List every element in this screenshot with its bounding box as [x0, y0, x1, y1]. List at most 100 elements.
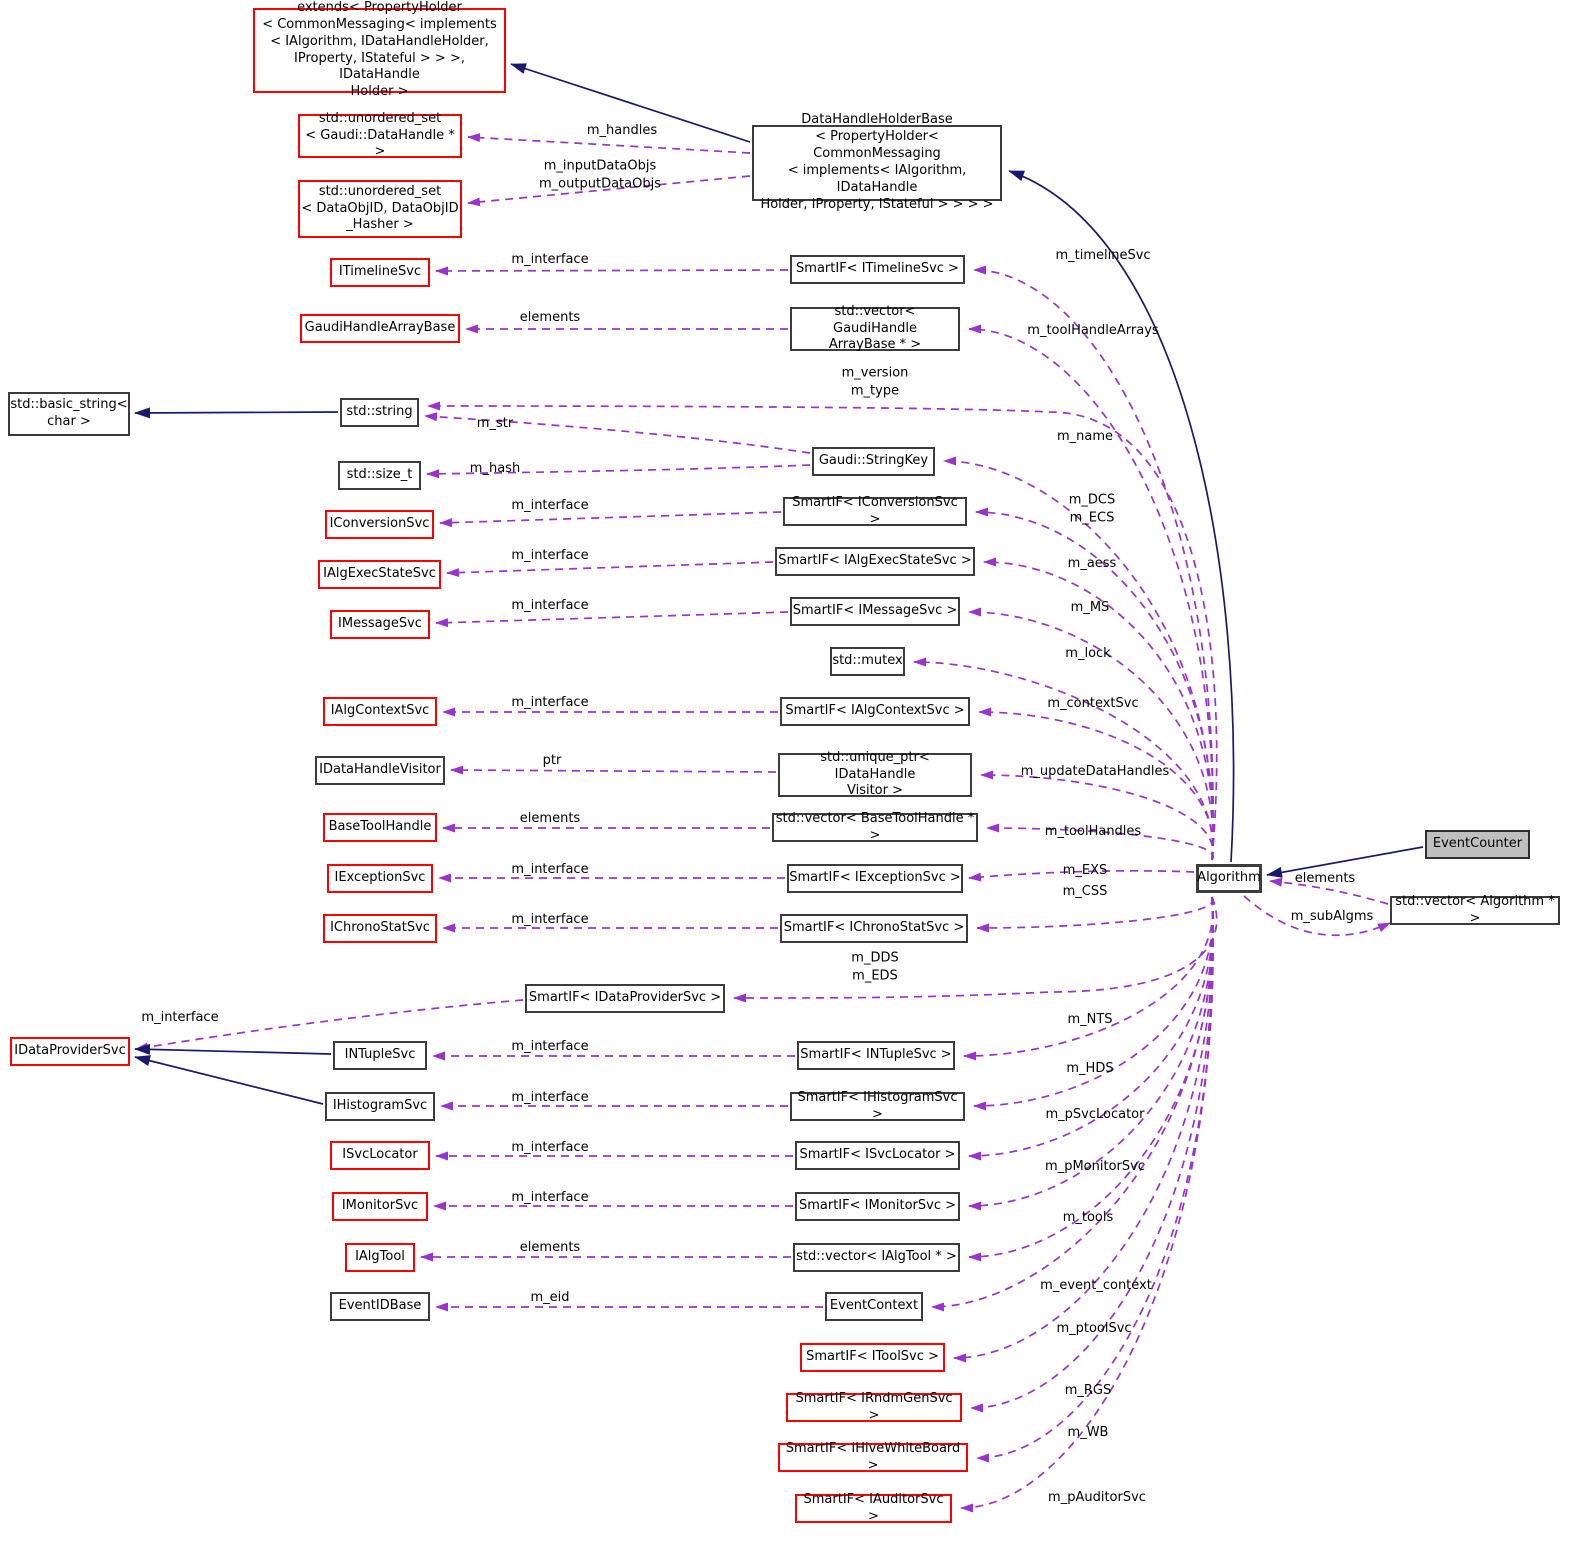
- edge-inheritance-string-basic-string: [134, 407, 339, 419]
- node-eventcounter[interactable]: EventCounter: [1425, 830, 1530, 859]
- edge-label-m-hash: m_hash: [469, 461, 521, 477]
- edge-label-ptr: ptr: [542, 753, 562, 769]
- edge-usage-m-css: [976, 896, 1214, 933]
- edge-label-elements: elements: [519, 310, 581, 326]
- edge-label-m-interface: m_interface: [511, 1190, 589, 1206]
- edge-label-m-interface: m_interface: [511, 912, 589, 928]
- node-ichronostatsvc[interactable]: IChronoStatSvc: [323, 914, 437, 943]
- edge-label-m-handles: m_handles: [586, 123, 658, 139]
- edge-usage-m-wb: [976, 896, 1214, 1463]
- edge-usage-ptr: [450, 765, 777, 775]
- edge-inheritance-ihistogramsvc-idataprovidersvc: [134, 1055, 324, 1105]
- node-eventctx[interactable]: EventContext: [825, 1292, 923, 1321]
- edge-usage-m-rgs: [970, 896, 1214, 1413]
- node-sif-aud[interactable]: SmartIF< IAuditorSvc >: [795, 1492, 952, 1524]
- node-stringkey[interactable]: Gaudi::StringKey: [812, 447, 935, 476]
- node-sif-svcloc[interactable]: SmartIF< ISvcLocator >: [795, 1141, 960, 1170]
- node-sif-tool[interactable]: SmartIF< IToolSvc >: [800, 1343, 945, 1372]
- edge-label-m-wb: m_WB: [1067, 1425, 1109, 1441]
- edge-label-m-interface: m_interface: [511, 548, 589, 564]
- edge-label-m-psvclocator: m_pSvcLocator: [1045, 1107, 1145, 1123]
- node-vec-alg[interactable]: std::vector< Algorithm * >: [1390, 894, 1560, 926]
- edge-label-m-hds: m_HDS: [1066, 1061, 1114, 1077]
- edge-usage-m-handles: [467, 133, 751, 154]
- node-ialgcontextsvc[interactable]: IAlgContextSvc: [323, 697, 437, 726]
- node-sif-dps[interactable]: SmartIF< IDataProviderSvc >: [525, 984, 725, 1013]
- node-idataprovidersvc[interactable]: IDataProviderSvc: [10, 1037, 130, 1066]
- node-ihistogramsvc[interactable]: IHistogramSvc: [325, 1092, 435, 1121]
- edge-usage-m-interface: [435, 266, 789, 276]
- node-sif-chrono[interactable]: SmartIF< IChronoStatSvc >: [780, 914, 968, 943]
- node-sif-histo[interactable]: SmartIF< IHistogramSvc >: [790, 1090, 965, 1122]
- node-sif-timeline[interactable]: SmartIF< ITimelineSvc >: [790, 255, 965, 284]
- edge-usage-m-hds: [973, 896, 1214, 1111]
- node-intuplesvc[interactable]: INTupleSvc: [333, 1041, 427, 1070]
- edge-label-m-interface: m_interface: [511, 598, 589, 614]
- node-imonitorsvc[interactable]: IMonitorSvc: [332, 1192, 428, 1221]
- node-extends[interactable]: extends< PropertyHolder < CommonMessagin…: [253, 0, 506, 99]
- node-iexceptionsvc[interactable]: IExceptionSvc: [327, 864, 433, 893]
- edge-label-m-dds-m-eds: m_DDS m_EDS: [851, 950, 899, 983]
- node-gaudihandlearraybase[interactable]: GaudiHandleArrayBase: [300, 314, 460, 343]
- node-sif-rndm[interactable]: SmartIF< IRndmGenSvc >: [786, 1391, 962, 1423]
- edge-label-m-interface: m_interface: [511, 1140, 589, 1156]
- edge-usage-m-updatedatahandles: [980, 770, 1214, 861]
- node-sif-mon[interactable]: SmartIF< IMonitorSvc >: [795, 1192, 960, 1221]
- node-sif-msg[interactable]: SmartIF< IMessageSvc >: [790, 597, 960, 626]
- node-uptr-idhv[interactable]: std::unique_ptr< IDataHandle Visitor >: [778, 750, 972, 798]
- node-itimelinesvc[interactable]: ITimelineSvc: [330, 258, 430, 287]
- node-string[interactable]: std::string: [340, 398, 419, 427]
- node-uset-handle[interactable]: std::unordered_set < Gaudi::DataHandle *…: [298, 111, 462, 159]
- edge-inheritance-algorithm-dhhb: [1008, 170, 1235, 863]
- edge-label-m-subalgms: m_subAlgms: [1290, 909, 1374, 925]
- node-sif-conv[interactable]: SmartIF< IConversionSvc >: [783, 495, 967, 527]
- node-algorithm[interactable]: Algorithm: [1196, 864, 1262, 893]
- node-dhhb[interactable]: DataHandleHolderBase < PropertyHolder< C…: [752, 112, 1002, 212]
- edge-label-m-interface: m_interface: [511, 1090, 589, 1106]
- node-sif-exc[interactable]: SmartIF< IExceptionSvc >: [787, 864, 963, 893]
- node-size-t[interactable]: std::size_t: [338, 461, 421, 490]
- edge-label-m-interface: m_interface: [511, 498, 589, 514]
- edge-label-m-pauditorsvc: m_pAuditorSvc: [1048, 1490, 1146, 1506]
- edge-usage-elements: [1269, 877, 1389, 905]
- edge-label-elements: elements: [1294, 871, 1356, 887]
- edge-label-m-contextsvc: m_contextSvc: [1047, 696, 1139, 712]
- edge-label-m-version-m-type: m_version m_type: [841, 365, 909, 398]
- node-sif-hive[interactable]: SmartIF< IHiveWhiteBoard >: [778, 1441, 968, 1473]
- edge-usage-m-dcs-m-ecs: [975, 507, 1214, 861]
- node-iconversionsvc[interactable]: IConversionSvc: [325, 510, 434, 539]
- node-basetoolhandle[interactable]: BaseToolHandle: [323, 813, 437, 842]
- edge-usage-m-inputdataobjs-m-outputdataobjs: [467, 175, 751, 207]
- edge-inheritance-eventcounter-algorithm: [1266, 846, 1424, 878]
- edge-label-m-pmonitorsvc: m_pMonitorSvc: [1045, 1159, 1145, 1175]
- node-sif-algctx[interactable]: SmartIF< IAlgContextSvc >: [780, 697, 970, 726]
- edge-label-m-timelinesvc: m_timelineSvc: [1055, 248, 1151, 264]
- node-ialgtool[interactable]: IAlgTool: [345, 1243, 415, 1272]
- node-mutex[interactable]: std::mutex: [830, 647, 905, 676]
- edge-label-m-event-context: m_event_context: [1040, 1278, 1152, 1294]
- edge-usage-m-interface: [446, 561, 774, 578]
- edge-usage-m-interface: [135, 999, 524, 1052]
- edge-usage-m-toolhandlearrays: [968, 324, 1214, 861]
- edge-label-m-interface: m_interface: [511, 862, 589, 878]
- node-uset-dataobj[interactable]: std::unordered_set < DataObjID, DataObjI…: [298, 180, 462, 238]
- node-basic-string[interactable]: std::basic_string< char >: [8, 392, 130, 436]
- node-vec-ghab[interactable]: std::vector< GaudiHandle ArrayBase * >: [790, 304, 960, 352]
- node-sif-ntuple[interactable]: SmartIF< INTupleSvc >: [797, 1041, 955, 1070]
- node-isvclocator[interactable]: ISvcLocator: [330, 1141, 430, 1170]
- node-imessagesvc[interactable]: IMessageSvc: [330, 610, 430, 639]
- node-vec-algtool[interactable]: std::vector< IAlgTool * >: [793, 1243, 960, 1272]
- node-eventidbase[interactable]: EventIDBase: [330, 1292, 430, 1321]
- edge-inheritance-dhhb-extends: [510, 63, 751, 143]
- node-vec-bth[interactable]: std::vector< BaseToolHandle * >: [772, 811, 978, 843]
- node-ialgexecstatesvc[interactable]: IAlgExecStateSvc: [318, 560, 441, 589]
- edge-usage-m-contextsvc: [978, 707, 1214, 861]
- node-sif-algexec[interactable]: SmartIF< IAlgExecStateSvc >: [775, 547, 975, 576]
- edge-usage-m-str: [424, 412, 811, 454]
- edge-usage-m-timelinesvc: [973, 265, 1214, 861]
- node-idatahandlevisitor[interactable]: IDataHandleVisitor: [315, 756, 445, 785]
- edge-label-elements: elements: [519, 811, 581, 827]
- edge-label-m-ms: m_MS: [1070, 600, 1110, 616]
- edge-label-m-interface: m_interface: [511, 695, 589, 711]
